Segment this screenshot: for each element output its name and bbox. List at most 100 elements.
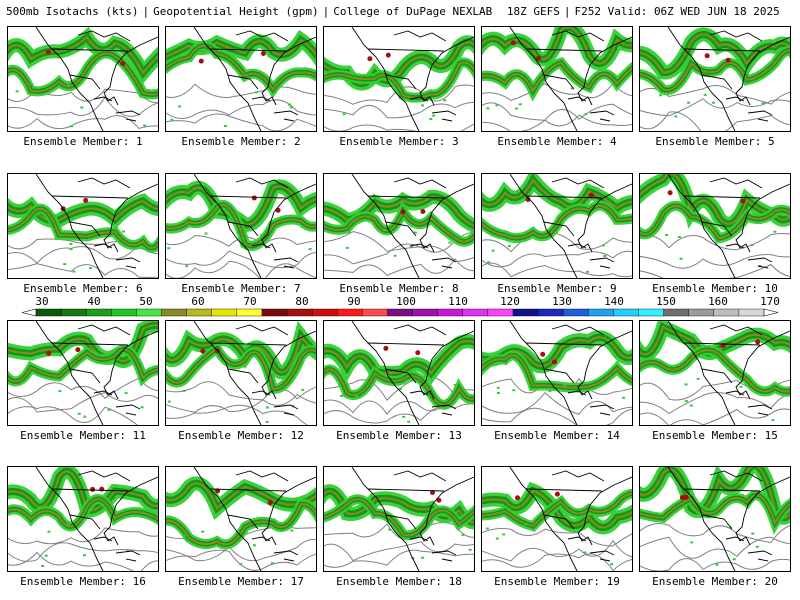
- isotach-speck: [622, 396, 625, 399]
- gulf-coast: [567, 243, 587, 249]
- jet-max: [385, 52, 391, 58]
- ensemble-panel-12: [165, 320, 317, 426]
- arctic-coast: [393, 324, 447, 336]
- colorbar-swatch: [60, 308, 87, 317]
- ensemble-member-label: Ensemble Member: 6: [23, 282, 143, 295]
- jet-map: [166, 27, 316, 131]
- isotach-bands: [8, 27, 158, 128]
- height-contours: [482, 231, 632, 278]
- caribbean-islands: [747, 550, 773, 562]
- isotach-speck: [204, 232, 208, 235]
- us-mexico-border: [385, 74, 417, 90]
- us-canada-border: [367, 195, 445, 199]
- jet-max: [83, 197, 89, 203]
- us-mexico-border: [385, 514, 417, 530]
- isotach-speck: [665, 234, 669, 236]
- jet-core: [8, 348, 158, 383]
- isotach-bands: [8, 467, 158, 567]
- isotach-speck: [413, 231, 417, 234]
- colorbar-swatch: [161, 308, 188, 317]
- height-contour: [166, 99, 316, 120]
- colorbar-swatch: [663, 308, 690, 317]
- jet-max: [536, 55, 541, 61]
- isotach-colorbar: 30 40 50 60 70 80 90 100 110 120 130 140 150 160 170: [0, 294, 800, 320]
- colorbar-tick-label: 130: [552, 295, 572, 308]
- isotach-speck: [421, 556, 424, 559]
- jet-map: [324, 174, 474, 278]
- ensemble-panel-10: [639, 173, 791, 279]
- isotach-speck: [77, 412, 81, 415]
- colorbar-tick-label: 80: [295, 295, 308, 308]
- isotach-speck: [67, 83, 71, 86]
- isotach-bands: [640, 27, 790, 118]
- height-contour: [640, 263, 790, 278]
- us-mexico-border: [227, 368, 259, 384]
- gulf-coast: [93, 96, 113, 102]
- ensemble-member-label: Ensemble Member: 11: [20, 429, 146, 442]
- isotach-speck: [485, 527, 489, 530]
- arctic-coast: [77, 470, 131, 482]
- isotach-speck: [432, 114, 436, 117]
- jet-core: [324, 498, 474, 537]
- jet-max: [589, 192, 594, 198]
- ensemble-panel-8: [323, 173, 475, 279]
- colorbar-swatch: [537, 308, 564, 317]
- jet-max: [554, 491, 560, 497]
- jet-max: [367, 56, 373, 62]
- colorbar-tick-label: 60: [191, 295, 204, 308]
- isotach-bands: [324, 35, 474, 120]
- jet-max: [400, 209, 406, 215]
- height-contour: [8, 377, 158, 399]
- caribbean-islands: [273, 257, 299, 269]
- coastlines: [509, 27, 632, 131]
- isotach-speck: [773, 230, 777, 233]
- jet-max: [46, 350, 52, 356]
- arctic-coast: [393, 177, 447, 189]
- isotach-speck: [732, 558, 736, 561]
- source-label: College of DuPage NEXLAB: [333, 5, 493, 18]
- isotach-speck: [290, 529, 294, 532]
- isotach-speck: [288, 103, 291, 106]
- isotach-speck: [69, 248, 73, 251]
- gulf-coast: [725, 390, 745, 396]
- us-canada-border: [525, 342, 603, 346]
- isotach-speck: [239, 563, 243, 565]
- us-mexico-border: [701, 221, 733, 237]
- colorbar-tick-label: 90: [347, 295, 360, 308]
- jet-core: [482, 178, 632, 210]
- east-coast: [103, 36, 158, 106]
- isotach-speck: [518, 103, 522, 106]
- isotach-speck: [140, 406, 144, 409]
- height-contour: [640, 111, 790, 131]
- isotach-speck: [443, 99, 447, 102]
- valid-time: F252 Valid: 06Z WED JUN 18 2025: [574, 5, 780, 18]
- isotach-speck: [453, 384, 457, 386]
- isotach-speck: [487, 261, 491, 264]
- coastlines: [193, 27, 316, 131]
- height-contours: [482, 527, 632, 571]
- isotach-speck: [711, 101, 715, 104]
- isotach-speck: [524, 523, 528, 526]
- height-contour: [8, 391, 158, 413]
- isotach-bands: [324, 484, 474, 560]
- east-coast: [103, 476, 158, 546]
- jet-map: [8, 174, 158, 278]
- coastlines: [193, 467, 316, 571]
- coastlines: [193, 321, 316, 425]
- isotach-speck: [461, 533, 465, 536]
- colorbar-swatch: [362, 308, 388, 317]
- us-canada-border: [367, 342, 445, 346]
- height-contour: [324, 403, 474, 424]
- isotach-speck: [185, 265, 189, 268]
- jet-core: [8, 324, 158, 362]
- us-mexico-border: [385, 221, 417, 237]
- jet-core: [482, 492, 632, 528]
- caribbean-islands: [273, 110, 299, 122]
- isotach-bands: [166, 476, 316, 565]
- ensemble-panel-20: [639, 466, 791, 572]
- us-canada-border: [51, 488, 129, 492]
- east-coast: [419, 476, 474, 546]
- us-canada-border: [683, 48, 761, 52]
- gulf-coast: [251, 243, 271, 249]
